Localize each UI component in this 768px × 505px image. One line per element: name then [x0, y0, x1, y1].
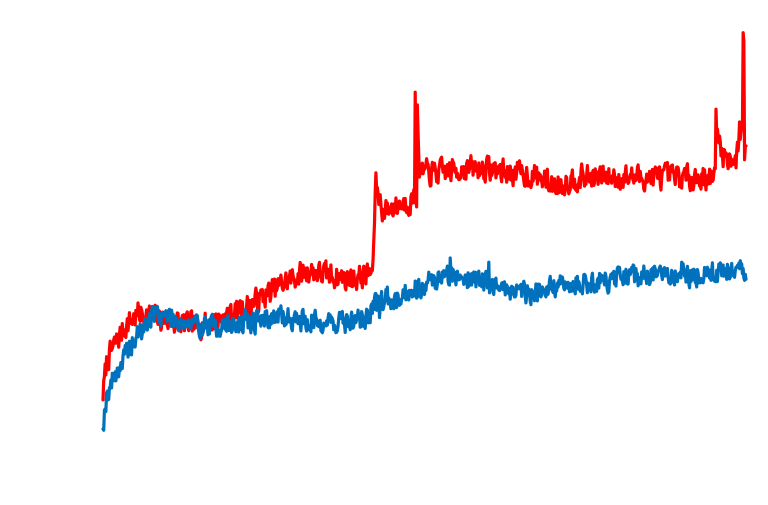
series-line-2 — [101, 256, 748, 432]
series-line-1 — [101, 31, 748, 402]
plot-area — [101, 31, 748, 432]
